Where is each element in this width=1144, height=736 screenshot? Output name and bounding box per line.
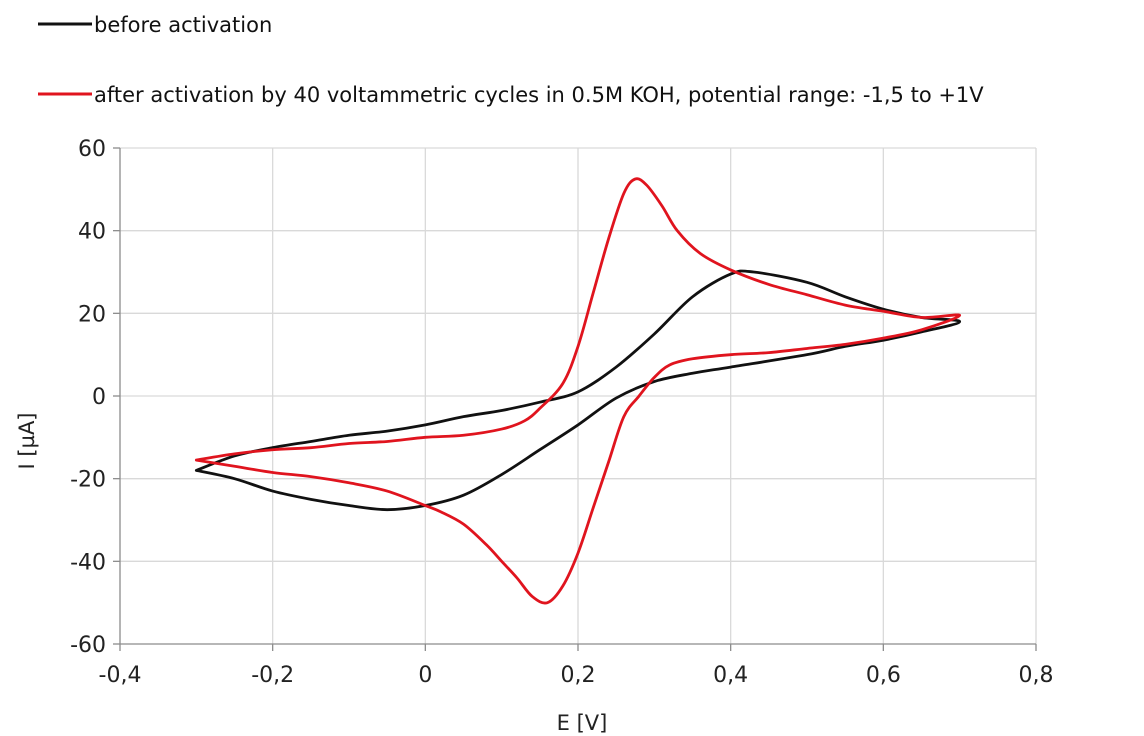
y-tick-label: -20 [70, 468, 106, 493]
axis-layer [113, 147, 1037, 651]
tick-label-layer: -0,4 -0,2 0 0,2 0,4 0,6 0,8 -60 -40 -20 0 20 40 60 [70, 137, 1053, 688]
y-tick-label: 0 [92, 385, 106, 410]
x-tick-label: 0 [418, 663, 432, 688]
y-tick-label: -60 [70, 633, 106, 658]
grid-layer [120, 147, 1037, 644]
x-tick-label: -0,2 [251, 663, 294, 688]
y-tick-label: 60 [78, 137, 106, 162]
legend-label-after-activation: after activation by 40 voltammetric cycl… [94, 83, 984, 107]
x-tick-label: -0,4 [99, 663, 142, 688]
series-layer [194, 177, 962, 605]
y-axis-title: I [µA] [15, 413, 39, 470]
x-tick-label: 0,2 [561, 663, 596, 688]
legend-entry-before-activation: before activation [38, 13, 272, 37]
series-line-after-activation [194, 177, 962, 605]
x-tick-label: 0,8 [1019, 663, 1054, 688]
x-axis-title: E [V] [557, 711, 608, 735]
legend-entry-after-activation: after activation by 40 voltammetric cycl… [38, 83, 984, 107]
y-tick-label: 20 [78, 302, 106, 327]
x-tick-label: 0,4 [713, 663, 748, 688]
x-tick-label: 0,6 [866, 663, 901, 688]
y-tick-label: 40 [78, 220, 106, 245]
legend: before activation after activation by 40… [38, 13, 984, 107]
legend-label-before-activation: before activation [94, 13, 272, 37]
y-tick-label: -40 [70, 550, 106, 575]
